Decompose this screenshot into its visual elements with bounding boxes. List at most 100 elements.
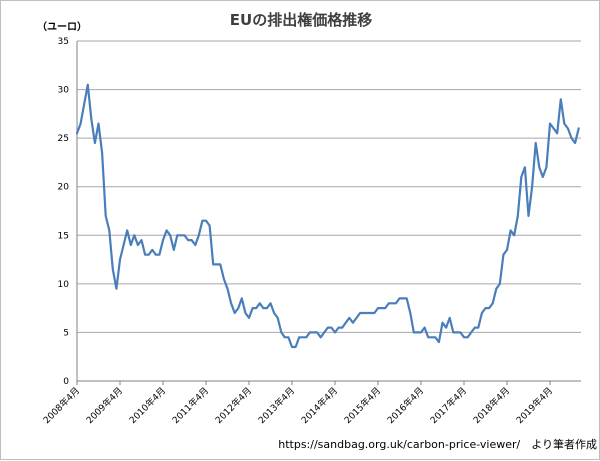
x-tick-label: 2018年4月 [471,385,512,426]
data-point [108,229,111,232]
data-point [151,249,154,251]
data-point [194,244,197,246]
y-tick-label: 0 [63,377,69,387]
data-point [90,117,93,120]
x-axis-ticks: 2008年4月 2009年4月 2010年4月 2011年4月 2012年4月 2013年… [41,381,555,426]
data-point [405,297,408,300]
data-point [119,258,121,261]
data-point [319,336,322,339]
x-tick-label: 2013年4月 [256,385,297,426]
data-point [126,229,128,232]
data-point [201,219,204,222]
data-point [337,326,340,329]
data-point [187,239,189,241]
x-tick-label: 2008年4月 [41,385,82,426]
data-point [556,132,558,135]
data-point [266,307,268,309]
data-point [560,98,562,101]
data-point [509,229,512,232]
data-point [94,142,96,144]
data-point [334,331,336,334]
source-note: https://sandbag.org.uk/carbon-price-view… [278,437,597,451]
data-point [362,312,365,314]
data-point [237,307,240,309]
data-point [87,83,89,86]
x-tick-label: 2017年4月 [428,385,469,426]
data-point [577,127,580,130]
data-point [76,132,78,135]
data-point [549,122,551,125]
data-point [359,312,361,314]
data-point [506,249,508,251]
data-point [309,331,311,334]
data-point [162,239,164,241]
data-point [345,321,347,324]
data-point [377,307,379,309]
data-point [97,122,100,125]
x-tick-label: 2009年4月 [84,385,125,426]
data-point [183,234,186,237]
data-point [438,341,440,343]
data-point [216,263,218,266]
chart-title: EUの排出権価格推移 [230,11,372,29]
data-point [448,317,451,319]
data-point [122,244,125,246]
x-tick-label: 2012年4月 [213,385,254,426]
data-point [269,302,272,305]
data-point [366,312,369,314]
y-axis-ticks: 0 5 10 15 20 25 30 35 [58,37,70,387]
data-point [176,234,179,237]
data-point [563,122,566,125]
data-point [312,331,315,334]
data-point [477,326,480,329]
data-point [545,166,548,169]
data-point [144,253,146,256]
y-tick-label: 30 [58,86,70,96]
data-point [205,219,207,222]
data-point [388,302,390,305]
data-point [273,312,275,314]
data-point [341,326,344,329]
data-point [155,253,157,256]
data-point [499,283,501,285]
gridlines [76,40,581,382]
data-point [413,331,415,334]
data-point [294,346,297,348]
data-point [491,302,494,305]
data-point [276,317,279,319]
data-point [384,307,387,309]
data-point [370,312,372,314]
data-point [355,317,358,319]
data-point [513,234,515,237]
data-point [570,137,573,139]
series-layer [75,83,580,349]
data-point [230,302,232,305]
data-point [531,185,533,188]
data-point [262,307,265,309]
data-point [456,331,458,334]
data-point [112,268,114,271]
data-point [502,253,505,256]
y-tick-label: 35 [58,37,69,47]
x-tick-label: 2014年4月 [299,385,340,426]
data-point [248,317,250,319]
data-point [251,307,254,309]
data-point [520,176,523,178]
y-tick-label: 15 [58,231,69,241]
data-point [291,346,293,348]
data-point [298,336,301,339]
data-point [517,215,519,217]
y-axis-unit-label: （ユーロ） [37,20,87,33]
data-point [79,122,82,125]
data-point [373,312,376,314]
data-point [398,297,401,300]
data-point [330,326,333,329]
data-point [380,307,383,309]
data-point [470,331,473,334]
data-point [542,176,544,178]
data-point [83,103,85,105]
data-point [158,253,161,256]
data-point [244,312,247,314]
data-point [140,239,143,241]
